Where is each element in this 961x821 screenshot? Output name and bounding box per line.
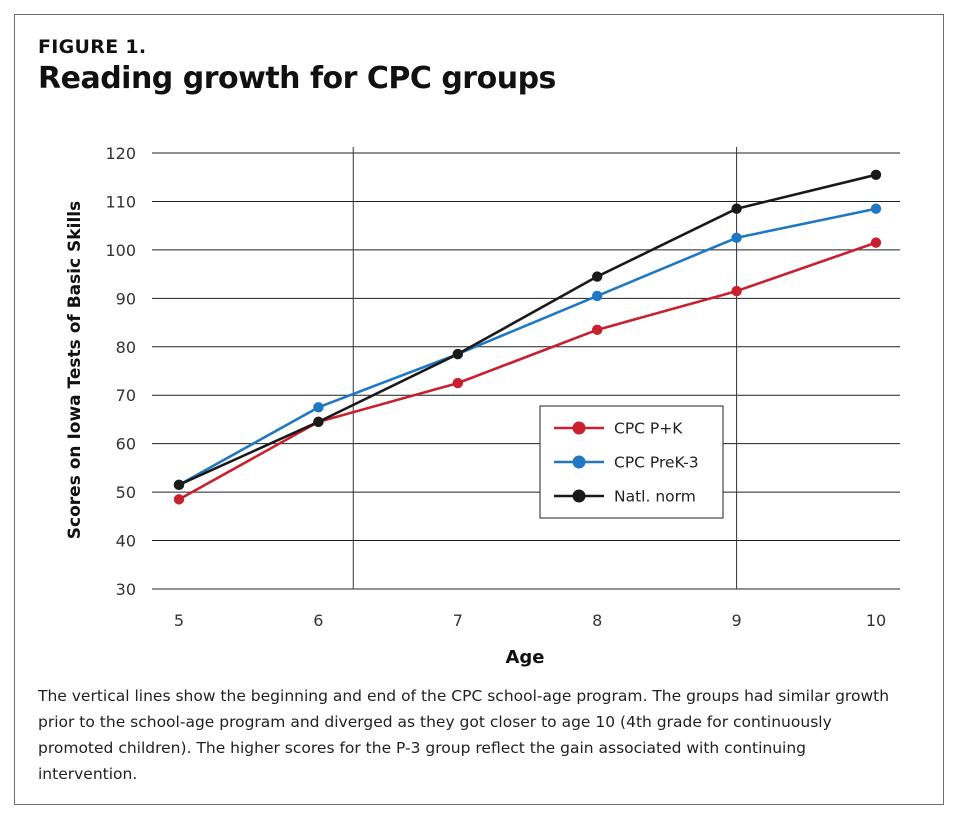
data-point-cpc-prek-3 bbox=[313, 402, 324, 413]
data-point-cpc-p-k bbox=[173, 494, 185, 505]
data-point-natl-norm bbox=[592, 271, 603, 282]
y-tick-label: 30 bbox=[116, 580, 136, 599]
y-tick-label: 110 bbox=[105, 192, 136, 211]
series-cpc-p-k bbox=[173, 237, 882, 505]
legend-item-cpc-prek-3: CPC PreK-3 bbox=[554, 454, 699, 472]
x-tick-label: 9 bbox=[732, 611, 742, 630]
series-line-cpc-p-k bbox=[178, 241, 877, 501]
data-point-natl-norm bbox=[173, 479, 185, 491]
data-point-natl-norm bbox=[731, 203, 742, 214]
figure-title: Reading growth for CPC groups bbox=[38, 61, 556, 96]
series-cpc-prek-3 bbox=[173, 203, 882, 491]
y-tick-label: 70 bbox=[116, 386, 136, 405]
legend-item-cpc-p-k: CPC P+K bbox=[554, 420, 683, 438]
series-natl-norm bbox=[173, 169, 882, 491]
legend-label: CPC P+K bbox=[614, 420, 683, 438]
data-point-natl-norm bbox=[313, 416, 324, 428]
legend-item-natl-norm: Natl. norm bbox=[554, 488, 696, 506]
figure-caption: The vertical lines show the beginning an… bbox=[38, 687, 890, 783]
x-axis-label: Age bbox=[505, 647, 544, 668]
figure-frame bbox=[14, 14, 944, 805]
legend-swatch-marker bbox=[572, 489, 586, 503]
data-point-cpc-p-k bbox=[731, 285, 742, 297]
x-tick-label: 6 bbox=[313, 611, 323, 630]
data-point-cpc-prek-3 bbox=[592, 290, 603, 302]
data-point-cpc-prek-3 bbox=[731, 232, 742, 243]
y-tick-label: 50 bbox=[116, 483, 136, 502]
x-tick-label: 10 bbox=[866, 611, 886, 630]
x-tick-label: 7 bbox=[453, 611, 463, 630]
data-point-cpc-p-k bbox=[452, 377, 463, 389]
y-tick-label: 80 bbox=[116, 338, 136, 357]
figure-label: FIGURE 1. bbox=[38, 36, 147, 58]
series-line-cpc-prek-3 bbox=[178, 207, 877, 486]
data-point-natl-norm bbox=[452, 348, 463, 360]
legend-swatch-marker bbox=[572, 455, 586, 469]
data-point-cpc-p-k bbox=[870, 237, 882, 248]
y-axis-label: Scores on Iowa Tests of Basic Skills bbox=[65, 201, 85, 539]
y-tick-label: 60 bbox=[116, 435, 136, 454]
x-tick-label: 8 bbox=[592, 611, 602, 630]
series-line-natl-norm bbox=[178, 173, 877, 487]
y-tick-label: 40 bbox=[116, 532, 136, 551]
data-point-cpc-prek-3 bbox=[870, 203, 882, 214]
legend-swatch-marker bbox=[572, 421, 586, 435]
legend-label: Natl. norm bbox=[614, 488, 696, 506]
data-point-natl-norm bbox=[870, 169, 882, 180]
data-point-cpc-p-k bbox=[592, 324, 603, 336]
legend-label: CPC PreK-3 bbox=[614, 454, 699, 472]
y-tick-label: 90 bbox=[116, 289, 136, 308]
y-tick-label: 120 bbox=[105, 144, 136, 163]
y-tick-label: 100 bbox=[105, 241, 136, 260]
x-tick-label: 5 bbox=[174, 611, 184, 630]
